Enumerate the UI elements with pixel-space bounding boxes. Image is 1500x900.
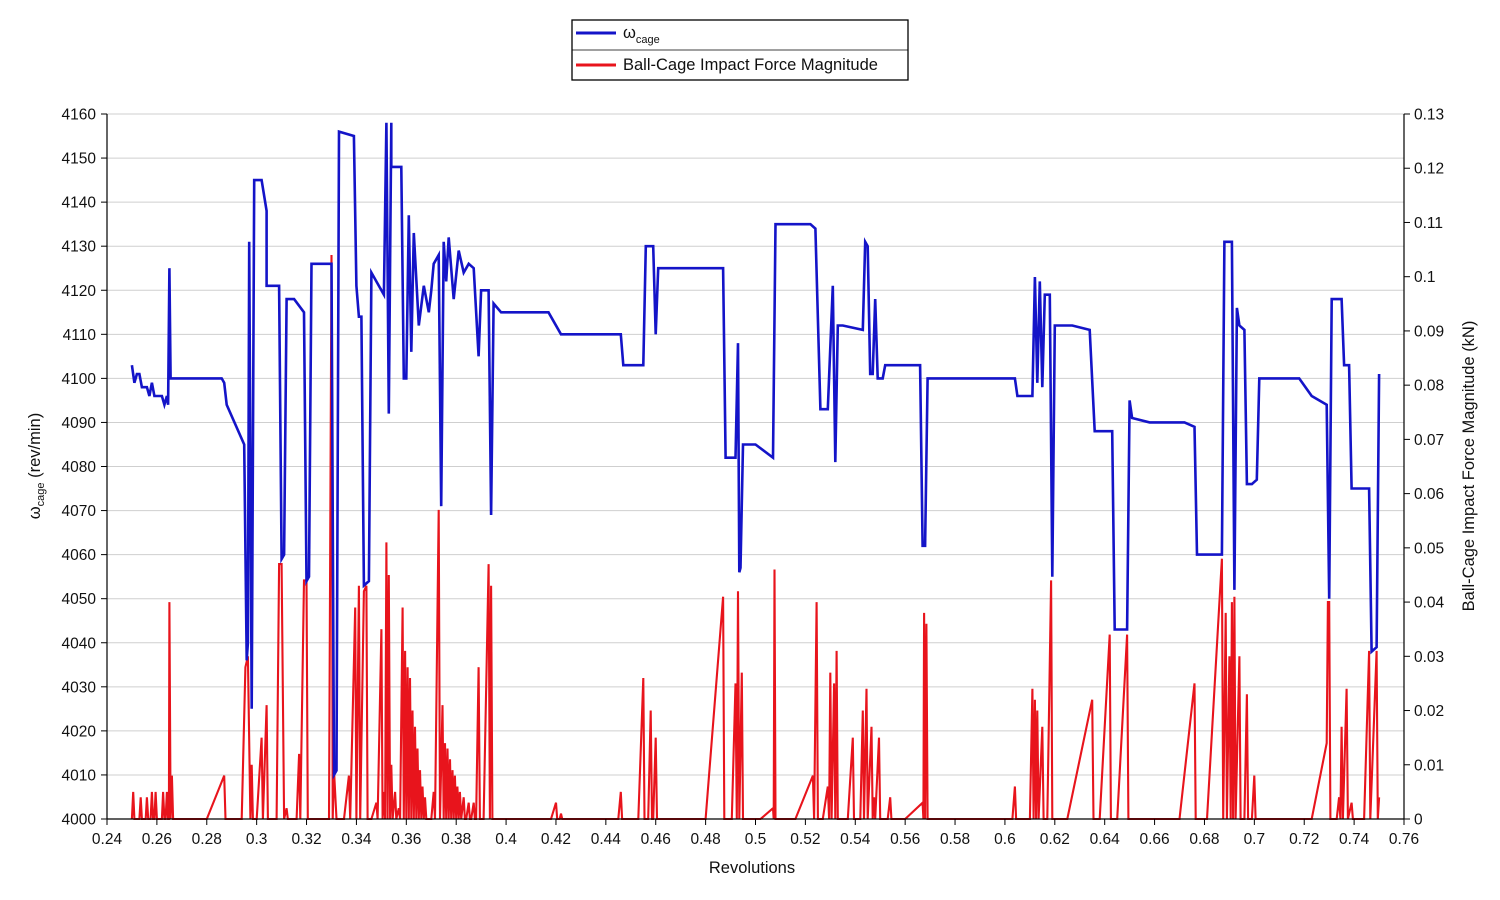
y-right-tick-label: 0.12 bbox=[1414, 161, 1444, 178]
y-left-tick-label: 4060 bbox=[62, 547, 97, 564]
y-left-tick-label: 4000 bbox=[62, 812, 97, 829]
y-left-tick-label: 4080 bbox=[62, 459, 97, 476]
legend-label-impact-force: Ball-Cage Impact Force Magnitude bbox=[623, 56, 878, 74]
x-tick-label: 0.74 bbox=[1339, 831, 1370, 848]
series-line-omega-cage bbox=[130, 122, 1381, 780]
y-left-tick-label: 4100 bbox=[62, 371, 97, 388]
tick-labels: 4000 4010 4020 4030 4040 4050 4060 4070 4080 4090… bbox=[62, 107, 1445, 849]
y-axis-left-title-unit: (rev/min) bbox=[26, 413, 44, 483]
x-tick-label: 0.6 bbox=[994, 831, 1016, 848]
axes bbox=[101, 113, 1410, 825]
x-tick-label: 0.4 bbox=[495, 831, 517, 848]
y-left-tick-label: 4120 bbox=[62, 283, 97, 300]
x-tick-label: 0.3 bbox=[246, 831, 268, 848]
y-axis-right-title: Ball-Cage Impact Force Magnitude (kN) bbox=[1460, 321, 1478, 612]
y-axis-left-title-main: ω bbox=[26, 506, 44, 519]
y-left-tick-label: 4010 bbox=[62, 767, 97, 784]
series-line-impact-force bbox=[130, 254, 1381, 821]
y-left-tick-label: 4050 bbox=[62, 591, 97, 608]
x-tick-label: 0.56 bbox=[890, 831, 920, 848]
y-right-tick-label: 0.04 bbox=[1414, 595, 1445, 612]
y-right-tick-label: 0.11 bbox=[1414, 215, 1443, 232]
y-axis-left-title-sub: cage bbox=[35, 482, 47, 506]
x-axis-title: Revolutions bbox=[709, 859, 795, 877]
y-right-tick-label: 0.06 bbox=[1414, 486, 1444, 503]
y-right-tick-label: 0.07 bbox=[1414, 432, 1444, 449]
x-tick-label: 0.68 bbox=[1189, 831, 1219, 848]
series-lines bbox=[130, 122, 1381, 821]
y-left-tick-label: 4140 bbox=[62, 195, 97, 212]
legend-label-omega-cage: ωcage bbox=[623, 24, 660, 46]
y-right-tick-label: 0.02 bbox=[1414, 703, 1444, 720]
x-tick-label: 0.7 bbox=[1244, 831, 1266, 848]
y-right-tick-label: 0.03 bbox=[1414, 649, 1444, 666]
y-right-tick-label: 0.08 bbox=[1414, 378, 1444, 395]
x-tick-label: 0.54 bbox=[840, 831, 871, 848]
x-tick-label: 0.66 bbox=[1139, 831, 1169, 848]
x-tick-label: 0.32 bbox=[291, 831, 321, 848]
y-left-tick-label: 4150 bbox=[62, 151, 97, 168]
x-tick-label: 0.42 bbox=[541, 831, 571, 848]
legend-label-omega-sub: cage bbox=[636, 34, 660, 46]
y-left-tick-label: 4130 bbox=[62, 239, 97, 256]
y-axis-left-title: ωcage (rev/min) bbox=[26, 413, 47, 519]
y-right-tick-label: 0.09 bbox=[1414, 323, 1444, 340]
y-left-tick-label: 4090 bbox=[62, 415, 97, 432]
x-tick-label: 0.38 bbox=[441, 831, 471, 848]
y-left-tick-label: 4160 bbox=[62, 107, 97, 124]
y-left-tick-label: 4070 bbox=[62, 503, 97, 520]
x-tick-label: 0.48 bbox=[691, 831, 721, 848]
x-tick-label: 0.58 bbox=[940, 831, 970, 848]
x-tick-label: 0.34 bbox=[341, 831, 372, 848]
legend-label-omega-main: ω bbox=[623, 24, 636, 42]
x-tick-label: 0.26 bbox=[142, 831, 172, 848]
x-tick-label: 0.62 bbox=[1040, 831, 1070, 848]
x-tick-label: 0.36 bbox=[391, 831, 421, 848]
x-tick-label: 0.5 bbox=[745, 831, 767, 848]
x-tick-label: 0.72 bbox=[1289, 831, 1319, 848]
x-tick-label: 0.46 bbox=[641, 831, 671, 848]
legend: ωcage Ball-Cage Impact Force Magnitude bbox=[571, 19, 909, 81]
y-right-tick-label: 0.01 bbox=[1414, 757, 1444, 774]
gridlines bbox=[107, 113, 1404, 820]
y-left-tick-label: 4030 bbox=[62, 679, 97, 696]
y-right-tick-label: 0 bbox=[1414, 812, 1423, 829]
x-tick-label: 0.64 bbox=[1090, 831, 1121, 848]
y-right-tick-label: 0.1 bbox=[1414, 269, 1436, 286]
y-left-tick-label: 4110 bbox=[63, 327, 97, 344]
y-left-tick-label: 4020 bbox=[62, 723, 97, 740]
x-tick-label: 0.76 bbox=[1389, 831, 1419, 848]
x-tick-label: 0.52 bbox=[790, 831, 820, 848]
x-tick-label: 0.28 bbox=[192, 831, 222, 848]
y-right-tick-label: 0.05 bbox=[1414, 540, 1444, 557]
x-tick-label: 0.24 bbox=[92, 831, 123, 848]
x-tick-label: 0.44 bbox=[591, 831, 622, 848]
y-right-tick-label: 0.13 bbox=[1414, 107, 1444, 124]
y-left-tick-label: 4040 bbox=[62, 635, 97, 652]
